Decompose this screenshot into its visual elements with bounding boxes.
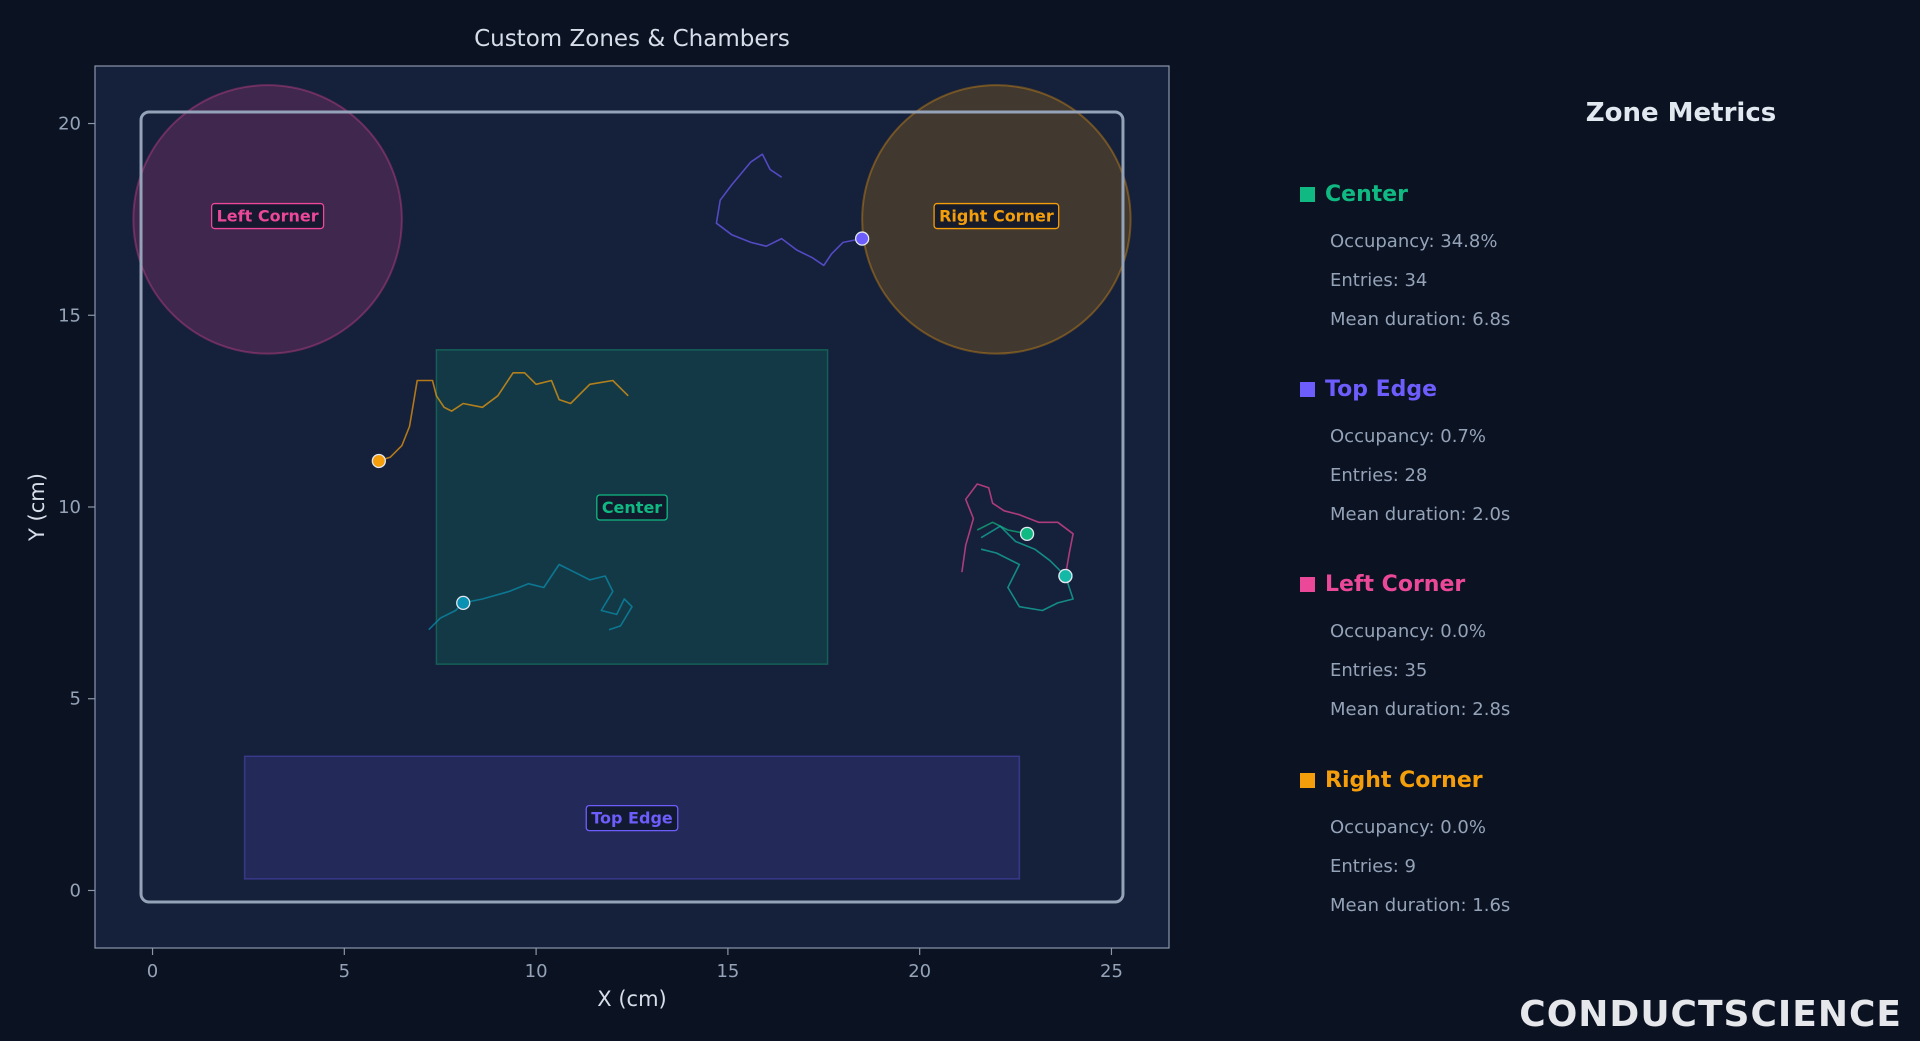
duration-value: Mean duration: 1.6s (1330, 895, 1511, 916)
position-marker-2 (854, 231, 870, 246)
y-tick-label: 10 (58, 497, 81, 518)
zone-label-box (596, 494, 668, 521)
zone-label-box (933, 202, 1060, 230)
metrics-title: Zone Metrics (1585, 98, 1777, 128)
metrics-zone-top-edge: Top Edge Occupancy: 0.7% Entries: 28 Mea… (1300, 371, 1510, 534)
y-tick-label: 5 (70, 689, 81, 710)
entries-value: Entries: 35 (1330, 660, 1428, 681)
duration-value: Mean duration: 2.8s (1330, 699, 1511, 720)
x-axis-label: X (cm) (597, 987, 666, 1011)
position-marker-4 (1019, 526, 1035, 541)
entries-value: Entries: 34 (1330, 270, 1428, 291)
trajectory-path-6 (980, 525, 1074, 612)
metrics-zone-header: Left Corner (1300, 566, 1510, 602)
trajectory-path-2 (715, 153, 863, 267)
chart-title: Custom Zones & Chambers (474, 26, 790, 52)
x-tick-label: 10 (525, 961, 548, 982)
entries-value: Entries: 9 (1330, 856, 1416, 877)
metrics-zone-name: Center (1325, 181, 1409, 207)
legend-swatch (1300, 772, 1315, 788)
metrics-zone-right-corner: Right Corner Occupancy: 0.0% Entries: 9 … (1300, 762, 1510, 925)
y-axis: 0 5 10 15 20 (58, 114, 95, 901)
metrics-zone-header: Center (1300, 176, 1510, 212)
zone-label-text: Left Corner (217, 207, 319, 226)
brand-logo: CONDUCTSCIENCE (1519, 994, 1902, 1035)
zone-chart: Custom Zones & Chambers Center Top Edge Le… (25, 26, 1170, 1011)
x-tick-label: 15 (716, 961, 739, 982)
zone-label-box (585, 804, 679, 832)
zone-labels-layer: Center Top Edge Left Corner Right Corner (210, 202, 1060, 832)
x-tick-label: 0 (147, 961, 158, 982)
zone-label-left-corner: Left Corner (210, 202, 325, 230)
zone-label-top-edge: Top Edge (585, 804, 679, 832)
duration-value: Mean duration: 6.8s (1330, 309, 1511, 330)
y-axis-label: Y (cm) (25, 473, 49, 542)
metrics-zone-name: Right Corner (1325, 767, 1483, 793)
entries-value: Entries: 28 (1330, 465, 1428, 486)
y-tick-label: 0 (70, 880, 81, 901)
x-axis: 0 5 10 15 20 25 (147, 948, 1123, 982)
occupancy-value: Occupancy: 0.7% (1330, 426, 1486, 447)
metrics-zone-header: Right Corner (1300, 762, 1510, 798)
metrics-zone-center: Center Occupancy: 34.8% Entries: 34 Mean… (1300, 176, 1510, 339)
position-marker-5 (456, 595, 471, 611)
legend-swatch (1300, 186, 1315, 202)
zone-label-text: Center (602, 498, 662, 517)
metrics-zone-name: Left Corner (1325, 571, 1466, 597)
metrics-zone-name: Top Edge (1325, 376, 1438, 402)
x-tick-label: 20 (908, 961, 931, 982)
x-tick-label: 5 (339, 961, 350, 982)
y-tick-label: 15 (58, 305, 81, 326)
occupancy-value: Occupancy: 34.8% (1330, 231, 1498, 252)
trajectories-layer (371, 153, 1074, 631)
occupancy-value: Occupancy: 0.0% (1330, 817, 1486, 838)
zone-label-center: Center (596, 494, 668, 521)
metrics-zone-header: Top Edge (1300, 371, 1510, 407)
occupancy-value: Occupancy: 0.0% (1330, 621, 1486, 642)
position-marker-1 (371, 453, 386, 469)
arena-boundary (139, 110, 1125, 904)
zone-label-text: Top Edge (591, 809, 673, 828)
trajectory-path-3 (961, 483, 1074, 577)
metrics-zone-left-corner: Left Corner Occupancy: 0.0% Entries: 35 … (1300, 566, 1510, 729)
legend-swatch (1300, 576, 1315, 592)
zone-label-box (210, 202, 325, 230)
position-marker-6 (1058, 568, 1073, 584)
zone-label-right-corner: Right Corner (933, 202, 1060, 230)
y-tick-label: 20 (58, 114, 81, 135)
x-tick-label: 25 (1100, 961, 1123, 982)
zone-label-text: Right Corner (939, 207, 1054, 226)
legend-swatch (1300, 381, 1315, 397)
duration-value: Mean duration: 2.0s (1330, 504, 1511, 525)
trajectory-path-1 (378, 372, 629, 462)
